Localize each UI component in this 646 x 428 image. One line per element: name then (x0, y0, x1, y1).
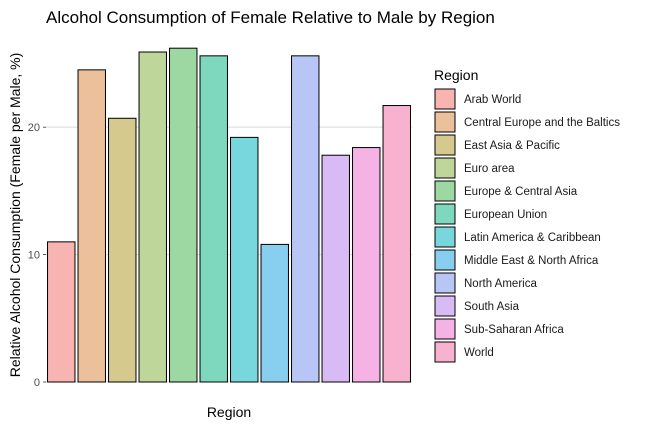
legend-swatch (434, 111, 456, 133)
legend-title: Region (434, 67, 478, 83)
legend-label: Sub-Saharan Africa (464, 324, 564, 336)
bar (260, 243, 289, 383)
bar (291, 55, 320, 383)
bar (352, 147, 381, 383)
bar (138, 51, 167, 383)
legend-label: World (464, 347, 494, 359)
bar (230, 136, 259, 383)
legend-swatch (434, 203, 456, 225)
bar (169, 47, 198, 383)
y-axis-title: Relative Alcohol Consumption (Female per… (7, 53, 23, 377)
legend-label: South Asia (464, 301, 520, 313)
legend-swatch (434, 272, 456, 294)
legend-label: Europe & Central Asia (464, 186, 578, 198)
legend-swatch (434, 134, 456, 156)
legend-label: Arab World (464, 94, 521, 106)
legend-label: East Asia & Pacific (464, 140, 560, 152)
legend-swatch (434, 180, 456, 202)
bar (321, 154, 350, 383)
bar (108, 117, 137, 383)
legend-swatch (434, 88, 456, 110)
bar (47, 241, 76, 383)
gridlines (46, 126, 412, 383)
bars (47, 47, 411, 383)
y-tick-label: 10 (28, 250, 40, 262)
legend-label: Central Europe and the Baltics (464, 117, 620, 129)
legend-label: Middle East & North Africa (464, 255, 599, 267)
y-axis-ticks: 0 10 20 (28, 122, 46, 389)
legend: Arab World Central Europe and the Baltics… (434, 88, 620, 363)
bar (199, 55, 228, 383)
legend-swatch (434, 249, 456, 271)
legend-label: Latin America & Caribbean (464, 232, 601, 244)
legend-swatch (434, 341, 456, 363)
y-tick-label: 0 (34, 377, 40, 389)
x-axis-title: Region (207, 404, 251, 420)
chart-title: Alcohol Consumption of Female Relative t… (46, 8, 495, 27)
legend-swatch (434, 295, 456, 317)
legend-swatch (434, 318, 456, 340)
legend-label: European Union (464, 209, 547, 221)
legend-swatch (434, 226, 456, 248)
legend-label: North America (464, 278, 537, 290)
bar (382, 105, 411, 383)
legend-swatch (434, 157, 456, 179)
y-tick-label: 20 (28, 122, 40, 134)
bar (77, 69, 106, 383)
legend-label: Euro area (464, 163, 515, 175)
